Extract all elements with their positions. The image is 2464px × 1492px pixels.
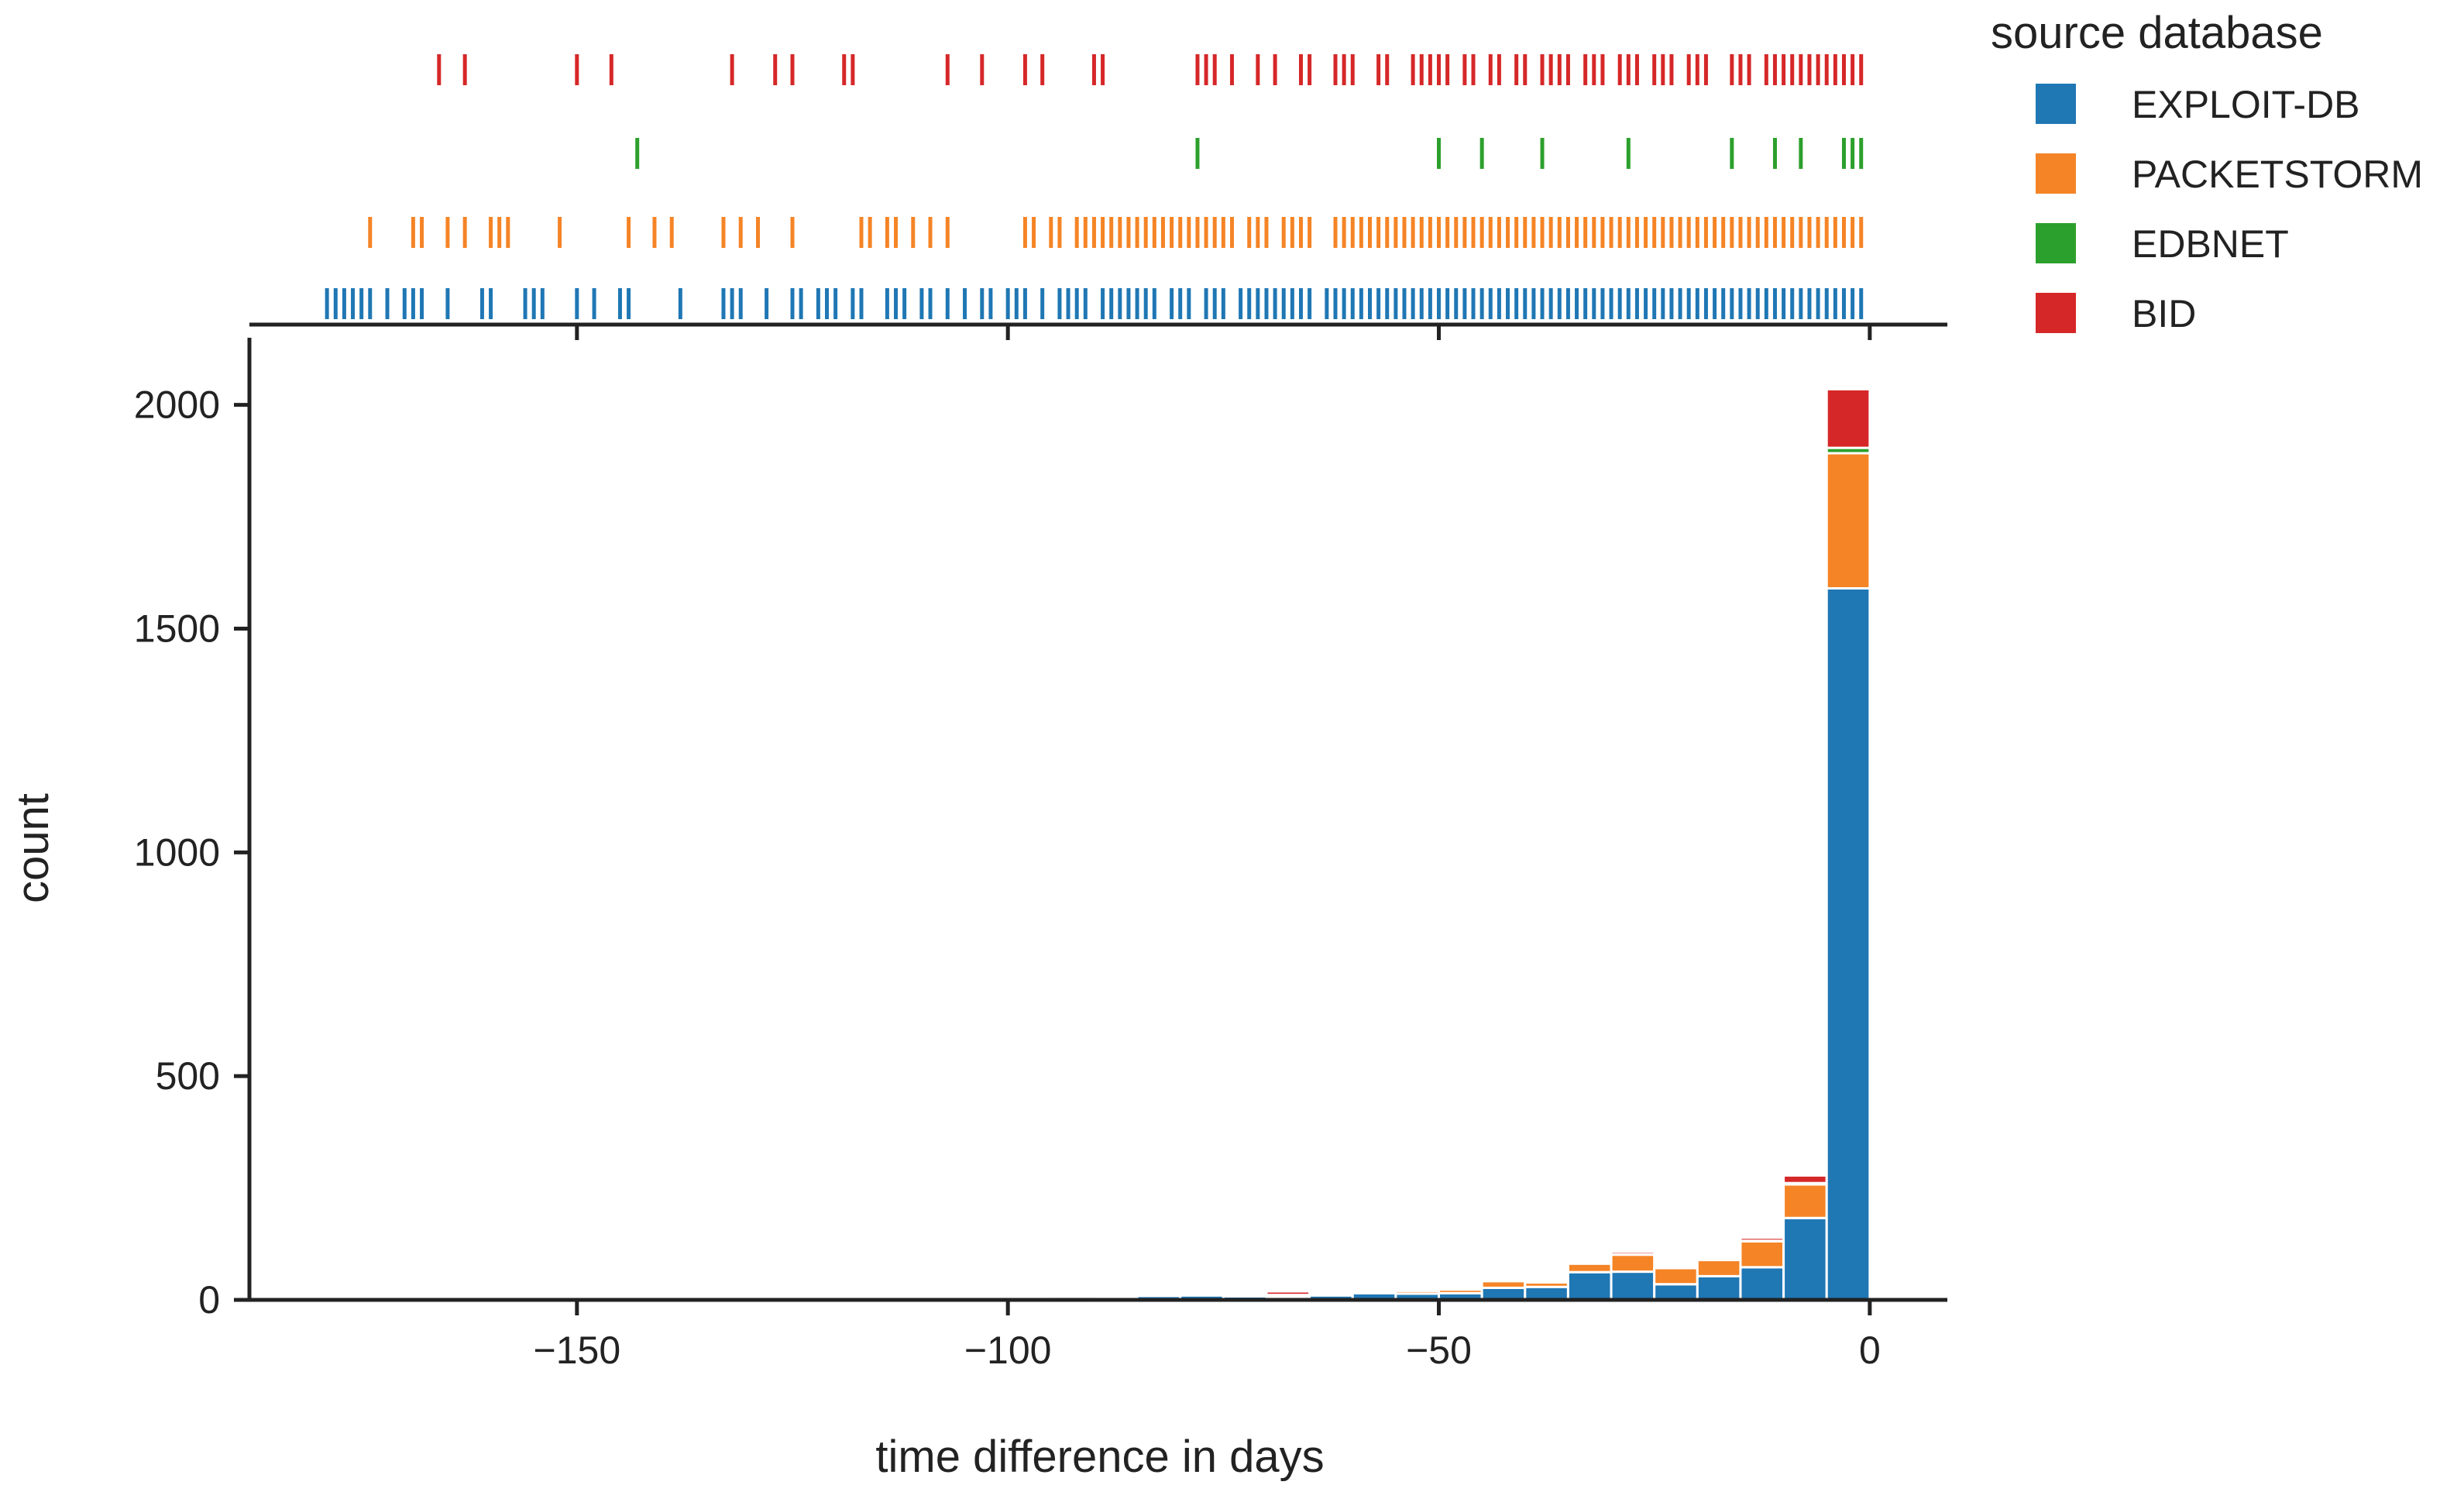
- legend-label-packetstorm: PACKETSTORM: [2132, 153, 2423, 196]
- bar-packetstorm--60: [1351, 1290, 1397, 1294]
- legend-label-exploit-db: EXPLOIT-DB: [2132, 83, 2360, 126]
- legend-swatch-exploit-db: [2036, 84, 2076, 124]
- y-tick-label: 500: [156, 1054, 220, 1098]
- bar-packetstorm--20: [1696, 1259, 1742, 1277]
- rug-plot: [325, 54, 1864, 319]
- legend: source database EXPLOIT-DB PACKETSTORM EDB…: [1991, 8, 2423, 335]
- bar-packetstorm--5: [1825, 452, 1871, 590]
- y-tick-label: 1000: [134, 830, 220, 874]
- y-tick-label: 2000: [134, 383, 220, 427]
- legend-swatch-edbnet: [2036, 223, 2076, 263]
- bar-bid--5: [1825, 387, 1871, 449]
- x-axis-label: time difference in days: [875, 1432, 1324, 1482]
- bar-bid--30: [1610, 1250, 1656, 1256]
- bar-exploit-db--35: [1566, 1270, 1613, 1301]
- bar-exploit-db--25: [1653, 1283, 1699, 1301]
- bar-packetstorm--30: [1610, 1253, 1656, 1274]
- rug-row-edbnet: [635, 138, 1864, 169]
- bar-bid--45: [1480, 1277, 1527, 1282]
- rug-row-exploit-db: [325, 288, 1864, 319]
- rug-row-packetstorm: [368, 217, 1864, 248]
- bar-exploit-db--15: [1739, 1266, 1785, 1301]
- bar-exploit-db--5: [1825, 586, 1871, 1301]
- bar-packetstorm--55: [1394, 1289, 1441, 1295]
- bar-bid--15: [1739, 1236, 1785, 1243]
- bar-bid--35: [1566, 1260, 1613, 1265]
- rug-row-bid: [437, 54, 1864, 85]
- y-axis-label: count: [8, 793, 58, 903]
- axes: −150 −100 −50 0 0 500 1000 1500 2000: [134, 322, 1947, 1372]
- bar-packetstorm--25: [1653, 1267, 1699, 1286]
- bar-packetstorm--50: [1438, 1288, 1483, 1294]
- x-tick-label: −50: [1406, 1329, 1472, 1372]
- legend-swatch-packetstorm: [2036, 153, 2076, 194]
- bar-packetstorm--80: [1179, 1292, 1225, 1297]
- bar-packetstorm--85: [1136, 1294, 1182, 1298]
- legend-label-bid: BID: [2132, 292, 2196, 335]
- legend-title: source database: [1991, 8, 2323, 58]
- bar-bid--40: [1524, 1281, 1569, 1284]
- bar-packetstorm--75: [1222, 1293, 1268, 1298]
- bar-packetstorm--15: [1739, 1239, 1785, 1269]
- bar-packetstorm--65: [1308, 1292, 1354, 1297]
- legend-label-edbnet: EDBNET: [2132, 222, 2289, 266]
- bar-packetstorm--35: [1566, 1262, 1613, 1274]
- bar-exploit-db--20: [1696, 1274, 1742, 1301]
- x-tick-label: 0: [1859, 1329, 1881, 1372]
- bar-packetstorm--10: [1782, 1183, 1828, 1219]
- stacked-bars: [1050, 387, 1871, 1301]
- x-tick-label: −150: [534, 1329, 621, 1372]
- x-tick-label: −100: [964, 1329, 1052, 1372]
- bar-bid--70: [1265, 1290, 1311, 1297]
- legend-swatch-bid: [2036, 293, 2076, 333]
- y-tick-label: 1500: [134, 607, 220, 650]
- y-tick-label: 0: [198, 1278, 220, 1322]
- bar-bid--10: [1782, 1174, 1828, 1184]
- bar-exploit-db--10: [1782, 1216, 1828, 1301]
- bar-exploit-db--30: [1610, 1270, 1656, 1301]
- bar-exploit-db--40: [1524, 1285, 1569, 1301]
